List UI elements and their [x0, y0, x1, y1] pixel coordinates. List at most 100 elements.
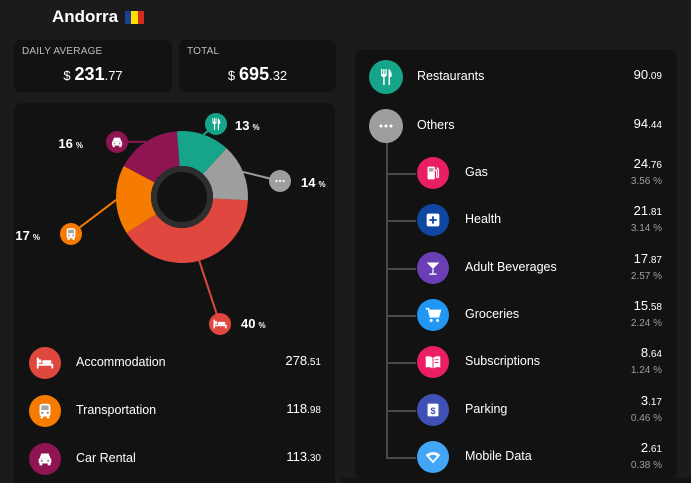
category-label[interactable]: Restaurants — [417, 69, 485, 83]
category-icon-badge — [417, 441, 449, 473]
subcategory-label[interactable]: Health — [465, 212, 502, 226]
subcategory-amount: 17.87 — [633, 251, 662, 266]
category-icon-badge — [417, 252, 449, 284]
category-amount: 90.09 — [633, 67, 662, 82]
donut-slice-restaurants[interactable] — [177, 131, 227, 175]
medical-icon — [423, 210, 443, 230]
category-icon-badge — [29, 395, 61, 427]
subcategory-percent: 1.24 % — [630, 365, 662, 376]
country-name: Andorra — [52, 7, 119, 26]
category-icon-badge — [369, 109, 403, 143]
slice-percent-accommodation: 40% — [241, 316, 266, 331]
tree-branch-line — [386, 410, 416, 412]
category-label[interactable]: Car Rental — [76, 451, 136, 465]
callout-badge-restaurants — [205, 113, 227, 135]
subcategory-percent: 2.57 % — [630, 271, 662, 282]
donut-slice-accommodation[interactable] — [126, 198, 248, 263]
subcategory-percent: 0.38 % — [630, 460, 662, 471]
card-edge — [341, 478, 691, 483]
country-title: Andorra — [52, 7, 145, 27]
slice-percent-car-rental: 16% — [58, 136, 83, 151]
bus-icon — [66, 228, 76, 240]
more-icon — [375, 115, 397, 137]
subcategory-amount: 24.76 — [633, 156, 662, 171]
category-label[interactable]: Accommodation — [76, 355, 166, 369]
category-amount: 94.44 — [633, 116, 662, 131]
donut-slice-others[interactable] — [202, 148, 248, 201]
category-amount: 113.30 — [286, 449, 321, 464]
tree-branch-line — [386, 362, 416, 364]
subcategory-amount: 8.64 — [640, 345, 662, 360]
category-icon-badge — [417, 346, 449, 378]
subcategory-label[interactable]: Subscriptions — [465, 354, 541, 368]
daily-amount-dec: .77 — [104, 68, 123, 83]
category-icon-badge: $ — [417, 394, 449, 426]
andorra-flag-icon — [125, 10, 145, 24]
daily-amount-int: 231 — [74, 64, 105, 84]
tree-trunk-line — [386, 142, 388, 458]
subcategory-amount: 21.81 — [633, 203, 662, 218]
cart-icon — [423, 305, 443, 325]
category-label[interactable]: Transportation — [76, 403, 157, 417]
subcategory-percent: 2.24 % — [630, 318, 662, 329]
subcategory-amount: 2.61 — [640, 440, 662, 455]
car-icon — [111, 137, 123, 148]
category-icon-badge — [369, 60, 403, 94]
car-icon — [35, 449, 55, 469]
category-icon-badge — [417, 299, 449, 331]
subcategory-amount: 3.17 — [640, 393, 662, 408]
cocktail-icon — [423, 258, 443, 278]
subcategory-label[interactable]: Adult Beverages — [465, 260, 557, 274]
bed-icon — [35, 353, 55, 373]
donut-slice-transportation[interactable] — [116, 165, 157, 234]
currency-symbol: $ — [227, 68, 236, 83]
donut-slice-car-rental[interactable] — [123, 131, 180, 183]
total-amount: $695.32 — [179, 64, 336, 85]
daily-average-card: DAILY AVERAGE $231.77 — [14, 40, 172, 92]
utensils-icon — [212, 118, 221, 130]
daily-average-amount: $231.77 — [14, 64, 172, 85]
category-icon-badge — [29, 347, 61, 379]
subcategory-percent: 0.46 % — [630, 413, 662, 424]
tree-branch-line — [386, 315, 416, 317]
wifi-icon — [423, 447, 443, 467]
book-icon — [423, 352, 443, 372]
total-amount-int: 695 — [239, 64, 270, 84]
category-label[interactable]: Others — [417, 118, 455, 132]
subcategory-label[interactable]: Mobile Data — [465, 449, 532, 463]
total-label: TOTAL — [187, 46, 220, 57]
tree-branch-line — [386, 220, 416, 222]
total-amount-dec: .32 — [269, 68, 288, 83]
slice-percent-restaurants: 13% — [235, 118, 260, 133]
bed-icon — [213, 319, 227, 329]
more-icon — [275, 179, 285, 183]
subcategory-percent: 3.14 % — [630, 223, 662, 234]
total-card: TOTAL $695.32 — [179, 40, 336, 92]
donut-hole — [151, 166, 213, 228]
gas-pump-icon — [423, 163, 443, 183]
tree-branch-line — [386, 173, 416, 175]
subcategory-label[interactable]: Groceries — [465, 307, 520, 321]
parking-icon: $ — [423, 400, 443, 420]
subcategory-label[interactable]: Parking — [465, 402, 508, 416]
svg-text:$: $ — [430, 406, 435, 416]
category-detail-card — [355, 50, 677, 478]
callout-line-accommodation — [198, 260, 221, 325]
currency-symbol: $ — [63, 68, 71, 83]
subcategory-percent: 3.56 % — [630, 176, 662, 187]
slice-percent-others: 14% — [301, 175, 326, 190]
category-icon-badge — [29, 443, 61, 475]
donut-inner-ring — [151, 166, 213, 228]
utensils-icon — [375, 66, 397, 88]
subcategory-label[interactable]: Gas — [465, 165, 488, 179]
category-icon-badge — [417, 157, 449, 189]
slice-percent-transportation: 17% — [15, 228, 40, 243]
category-amount: 278.51 — [285, 353, 321, 368]
tree-branch-line — [386, 457, 416, 459]
tree-branch-line — [386, 268, 416, 270]
bus-icon — [35, 401, 55, 421]
category-donut-chart: 40 % 17 % 16 % 13 % 14% — [15, 113, 326, 335]
daily-average-label: DAILY AVERAGE — [22, 46, 103, 57]
category-amount: 118.98 — [286, 401, 321, 416]
subcategory-amount: 15.58 — [633, 298, 662, 313]
